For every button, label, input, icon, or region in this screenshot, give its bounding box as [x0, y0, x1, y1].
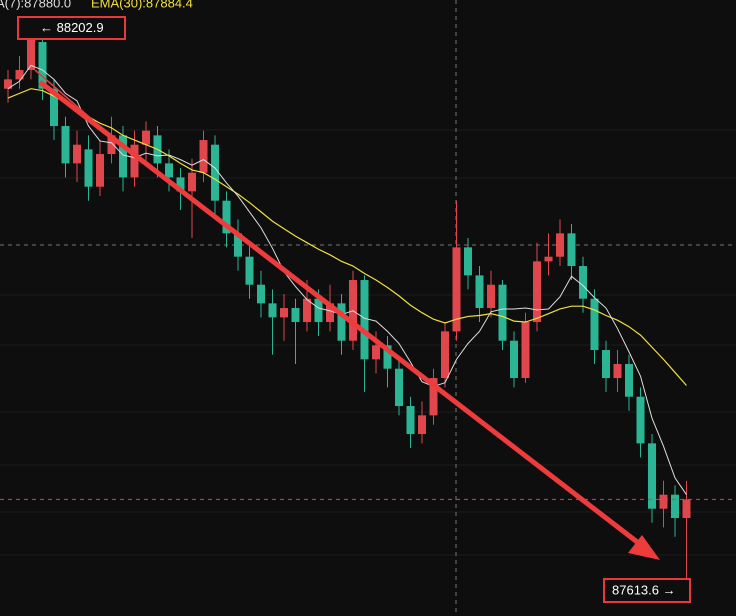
candle-body [27, 32, 35, 71]
candle-body [395, 368, 403, 407]
candle-body [659, 494, 668, 509]
candle-body [15, 70, 24, 80]
candle-body [441, 331, 449, 379]
candle-body [510, 340, 518, 379]
candle-body [326, 303, 334, 323]
max-label: ← 88202.9 [40, 20, 104, 35]
candle-body [245, 256, 254, 285]
arrow-line [38, 80, 647, 550]
candle-body [636, 396, 645, 444]
candle-body [533, 261, 541, 323]
candle-body [142, 130, 150, 145]
ma7-line [7, 64, 687, 495]
candle-body [475, 275, 484, 309]
candle-body [682, 499, 691, 519]
trend-line [34, 69, 96, 123]
candle-body [671, 494, 679, 519]
candle-body [280, 308, 288, 318]
candle-body [119, 135, 127, 178]
candle-body [257, 284, 265, 304]
candle-body [487, 284, 495, 309]
candle-body [337, 303, 346, 341]
candle-body [165, 163, 173, 178]
min-label: 87613.6 → [612, 582, 676, 597]
candle-body [648, 443, 656, 509]
candle-body [222, 200, 231, 234]
candle-body [61, 126, 70, 164]
candle-body [418, 415, 426, 435]
candle-body [429, 378, 438, 416]
candle-body [406, 406, 415, 435]
candle-body [567, 233, 576, 267]
max-label-box [17, 16, 126, 40]
candle-body [556, 233, 564, 257]
candle-body [383, 345, 392, 369]
indicator-ma7: A(7):87880.0 [0, 0, 71, 10]
candle-body [50, 88, 58, 127]
candle-body [613, 364, 622, 379]
candle-body [176, 177, 185, 192]
indicator-ema30: EMA(30):87884.4 [91, 0, 193, 10]
candle-body [579, 266, 587, 299]
candle-body [188, 172, 196, 192]
candle-body [73, 144, 81, 164]
candle-body [464, 247, 472, 276]
candle-body [107, 135, 116, 155]
candle-body [590, 298, 599, 351]
candle-body [372, 345, 380, 360]
candle-body [544, 256, 553, 262]
candle-body [360, 280, 369, 360]
candle-body [84, 149, 93, 187]
candle-body [602, 350, 610, 379]
min-label-box [603, 578, 691, 603]
candle-body [96, 154, 104, 187]
candle-body [303, 298, 311, 323]
candle-body [130, 144, 139, 178]
candle-body [314, 298, 323, 323]
candle-body [234, 233, 242, 257]
candle-body [498, 284, 507, 341]
candle-body [211, 144, 219, 201]
plot-area [0, 30, 736, 580]
candle-body [4, 79, 12, 89]
candle-body [452, 247, 461, 332]
arrow-head [628, 535, 660, 560]
candle-body [291, 308, 300, 323]
candle-body [625, 364, 633, 397]
candle-body [199, 140, 208, 173]
ema30-line [7, 88, 687, 386]
candle-body [268, 303, 277, 318]
candle-body [521, 322, 530, 379]
candle-body [38, 42, 47, 89]
